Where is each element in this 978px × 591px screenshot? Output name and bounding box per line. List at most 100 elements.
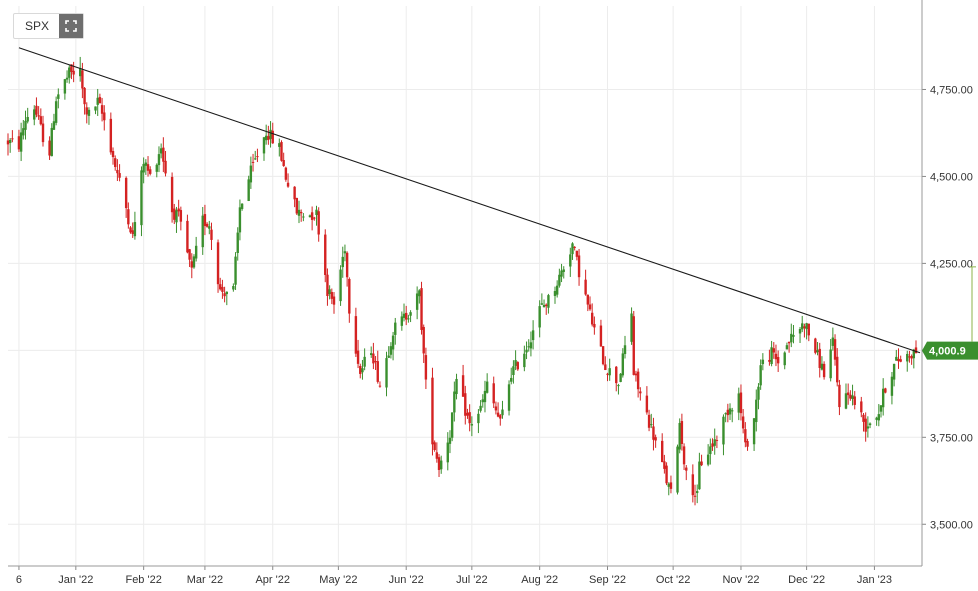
candle-body xyxy=(332,296,336,305)
candle-body xyxy=(569,254,572,267)
candle-body xyxy=(606,373,609,375)
candle-body xyxy=(440,460,443,470)
candle-body xyxy=(190,261,193,268)
candle-body xyxy=(879,405,883,412)
candle-body xyxy=(558,274,561,286)
candle-body xyxy=(713,439,716,446)
candle-body xyxy=(41,123,45,143)
candle-body xyxy=(170,176,174,213)
symbol-selector[interactable]: SPX xyxy=(13,13,85,39)
candle-body xyxy=(910,356,913,359)
x-tick-label: Oct '22 xyxy=(656,574,691,586)
candle-body xyxy=(33,109,36,120)
axes: 3,500.003,750.004,000.004,250.004,500.00… xyxy=(8,0,978,586)
candle-body xyxy=(328,289,331,295)
trendline xyxy=(18,47,921,354)
x-tick-label: Nov '22 xyxy=(722,574,759,586)
candle-body xyxy=(72,70,75,75)
candle-body xyxy=(374,361,377,363)
candle-body xyxy=(315,209,318,215)
candle-body xyxy=(759,365,762,386)
candle-body xyxy=(639,391,642,394)
candle-body xyxy=(877,414,881,421)
candle-body xyxy=(131,230,134,235)
candle-body xyxy=(571,243,574,255)
candle-body xyxy=(435,452,439,459)
candle-body xyxy=(676,446,679,493)
x-tick-label: 6 xyxy=(16,574,22,586)
candle-body xyxy=(862,414,865,422)
candle-body xyxy=(6,140,10,145)
candle-body xyxy=(453,391,456,413)
last-price-badge xyxy=(922,341,978,360)
candle-body xyxy=(803,326,806,329)
candle-body xyxy=(663,461,666,469)
candle-body xyxy=(186,220,189,253)
candle-body xyxy=(81,70,84,89)
candle-body xyxy=(512,366,515,376)
candle-body xyxy=(650,424,653,426)
expand-icon[interactable] xyxy=(59,14,84,38)
candle-body xyxy=(590,312,594,325)
x-tick-label: Jun '22 xyxy=(389,574,424,586)
candle-body xyxy=(210,229,213,240)
candle-body xyxy=(26,116,29,122)
candle-body xyxy=(584,279,587,295)
candle-body xyxy=(608,368,611,376)
candle-body xyxy=(822,363,826,378)
candle-body xyxy=(866,426,870,429)
candle-body xyxy=(70,64,73,72)
candle-body xyxy=(284,167,288,180)
candle-body xyxy=(573,246,576,248)
candle-body xyxy=(280,141,283,161)
candle-body xyxy=(634,373,638,376)
candle-body xyxy=(251,161,255,163)
y-tick-label: 4,250.00 xyxy=(930,258,973,270)
candle-body xyxy=(359,365,362,374)
candle-body xyxy=(785,345,789,350)
y-tick-label: 4,500.00 xyxy=(930,171,973,183)
candle-body xyxy=(234,256,237,285)
candle-body xyxy=(264,135,268,141)
candle-body xyxy=(286,182,290,187)
candle-body xyxy=(219,284,222,290)
candle-body xyxy=(516,362,519,370)
candle-body xyxy=(514,360,517,366)
candle-body xyxy=(768,359,771,362)
candle-body xyxy=(798,328,802,334)
candle-body xyxy=(685,467,688,471)
candle-body xyxy=(96,97,99,105)
candle-body xyxy=(737,393,740,413)
candle-body xyxy=(385,358,388,388)
candle-body xyxy=(267,136,270,140)
candle-body xyxy=(269,129,272,139)
candle-body xyxy=(523,353,526,368)
candle-body xyxy=(669,482,673,489)
candle-body xyxy=(448,437,452,444)
candle-body xyxy=(299,212,303,214)
candle-body xyxy=(405,312,408,320)
candle-body xyxy=(83,87,86,105)
candle-body xyxy=(111,151,115,158)
candle-body xyxy=(531,330,535,341)
candle-body xyxy=(693,495,697,497)
candle-body xyxy=(682,446,686,465)
candle-body xyxy=(632,316,635,375)
candle-body xyxy=(35,105,38,115)
y-tick-label: 3,500.00 xyxy=(930,519,973,531)
candle-body xyxy=(617,385,620,387)
candle-body xyxy=(146,164,150,171)
x-tick-label: Dec '22 xyxy=(788,574,825,586)
candle-body xyxy=(816,350,819,353)
candle-body xyxy=(50,127,53,157)
candle-body xyxy=(645,395,649,413)
candle-body xyxy=(623,345,627,355)
candle-body xyxy=(232,286,235,290)
candle-body xyxy=(114,158,117,168)
candle-body xyxy=(739,392,743,414)
candle-body xyxy=(838,384,841,408)
candle-body xyxy=(875,417,878,420)
candle-body xyxy=(394,322,397,335)
candle-body xyxy=(846,392,850,396)
last-price-label: 4,000.9 xyxy=(929,346,966,358)
